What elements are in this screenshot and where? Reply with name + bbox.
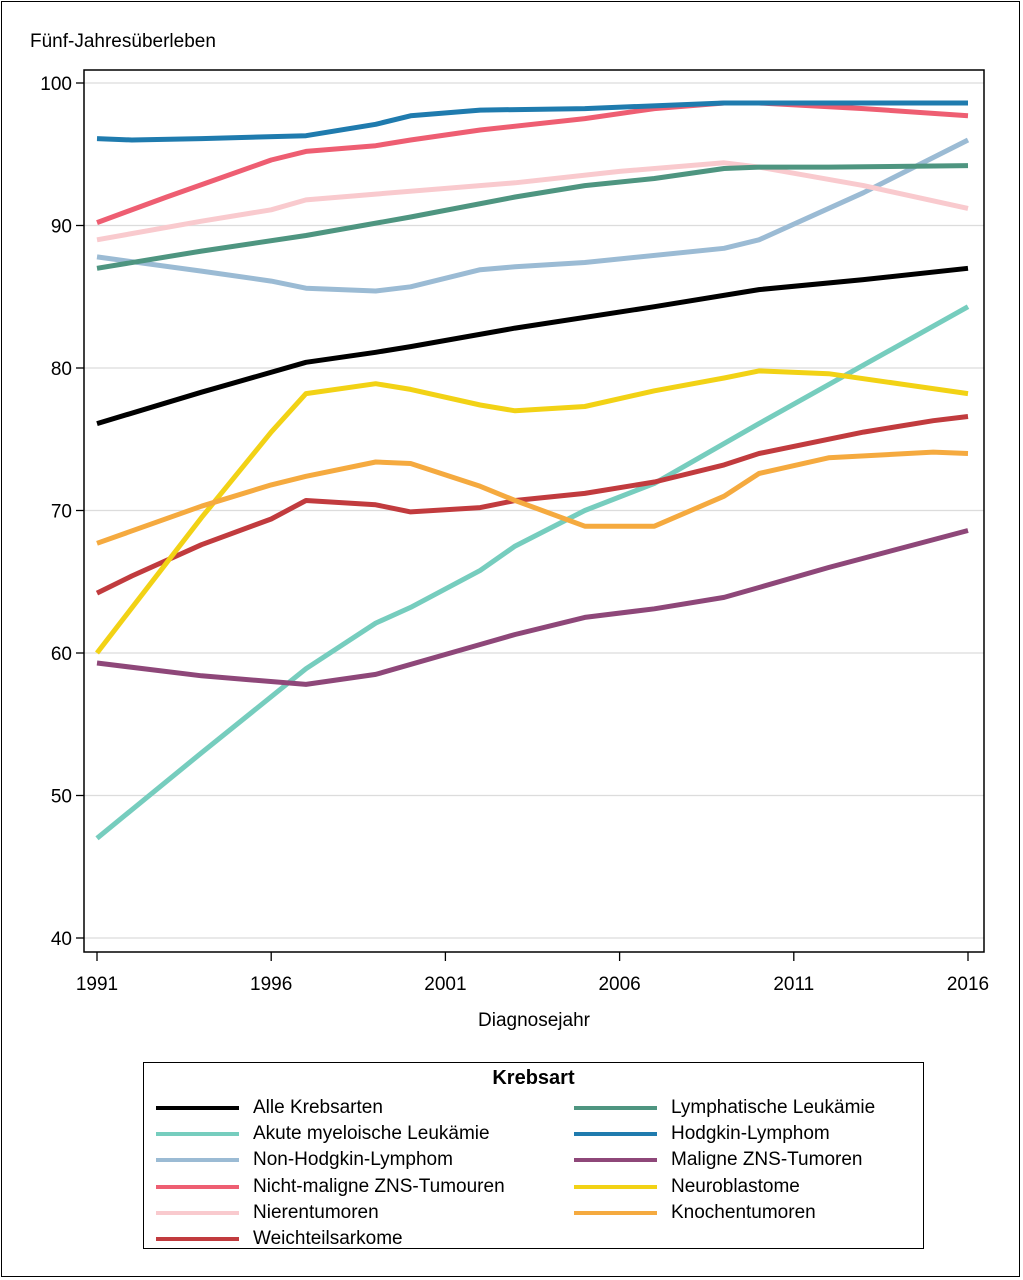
series-line-lymphatische-leukamie <box>96 163 969 271</box>
legend-item: Neuroblastome <box>574 1174 875 1200</box>
legend-item: Akute myeloische Leukämie <box>156 1121 505 1147</box>
series-line-non-hodgkin-lymphom <box>96 137 970 294</box>
legend-line-swatch-icon <box>156 1210 239 1215</box>
gridlines <box>84 82 984 939</box>
legend-column-right: Lymphatische Leukämie Hodgkin-Lymphom Mali… <box>574 1095 875 1226</box>
y-tick-label: 90 <box>51 217 72 238</box>
legend: Krebsart Alle Krebsarten Akute myeloische… <box>143 1062 924 1249</box>
legend-item: Hodgkin-Lymphom <box>574 1121 875 1147</box>
legend-line-swatch-icon <box>574 1184 657 1189</box>
y-tick-label: 50 <box>51 787 72 808</box>
legend-label: Alle Krebsarten <box>253 1097 383 1119</box>
x-tick-label: 2016 <box>947 974 989 995</box>
legend-label: Nierentumoren <box>253 1201 379 1223</box>
legend-line-swatch-icon <box>574 1158 657 1163</box>
x-tick-label: 2006 <box>598 974 640 995</box>
legend-label: Hodgkin-Lymphom <box>671 1123 830 1145</box>
y-tick-label: 40 <box>51 929 72 950</box>
legend-label: Non-Hodgkin-Lymphom <box>253 1149 453 1171</box>
y-tick-label: 100 <box>40 74 72 95</box>
series-line-weichteilsarkome <box>95 414 969 596</box>
legend-label: Knochentumoren <box>671 1201 816 1223</box>
legend-label: Neuroblastome <box>671 1175 800 1197</box>
y-tick-label: 70 <box>51 502 72 523</box>
legend-item: Maligne ZNS-Tumoren <box>574 1147 875 1173</box>
series-line-alle-krebsarten <box>96 265 969 426</box>
x-tick-label: 1996 <box>250 974 292 995</box>
legend-line-swatch-icon <box>574 1210 657 1215</box>
legend-label: Maligne ZNS-Tumoren <box>671 1149 863 1171</box>
legend-item: Knochentumoren <box>574 1200 875 1226</box>
legend-label: Nicht-maligne ZNS-Tumouren <box>253 1175 505 1197</box>
legend-item: Nicht-maligne ZNS-Tumouren <box>156 1174 505 1200</box>
x-axis-title: Diagnosejahr <box>478 1010 590 1031</box>
series-line-neuroblastome <box>95 368 969 655</box>
legend-label: Akute myeloische Leukämie <box>253 1123 490 1145</box>
legend-line-swatch-icon <box>156 1132 239 1137</box>
legend-line-swatch-icon <box>574 1106 657 1111</box>
legend-label: Weichteilsarkome <box>253 1228 403 1250</box>
series-line-maligne-zns-tumoren <box>96 528 969 687</box>
series-line-nierentumoren <box>96 160 969 243</box>
x-axis: 1991 1996 2001 2006 2011 2016 <box>76 952 989 995</box>
y-tick-label: 80 <box>51 359 72 380</box>
legend-column-left: Alle Krebsarten Akute myeloische Leukämie… <box>156 1095 505 1252</box>
legend-line-swatch-icon <box>156 1184 239 1189</box>
legend-line-swatch-icon <box>156 1106 239 1111</box>
x-tick-label: 1991 <box>76 974 118 995</box>
legend-item: Weichteilsarkome <box>156 1226 505 1252</box>
x-tick-label: 2001 <box>424 974 466 995</box>
legend-line-swatch-icon <box>156 1158 239 1163</box>
y-tick-label: 60 <box>51 644 72 665</box>
series-line-knochentumoren <box>96 449 969 546</box>
legend-label: Lymphatische Leukämie <box>671 1097 876 1119</box>
x-tick-label: 2011 <box>773 974 814 995</box>
series-line-hodgkin-lymphom <box>96 100 968 143</box>
legend-item: Lymphatische Leukämie <box>574 1095 875 1121</box>
series-line-akute-myeloische-leukamie <box>95 304 970 841</box>
legend-line-swatch-icon <box>156 1237 239 1242</box>
legend-item: Non-Hodgkin-Lymphom <box>156 1147 505 1173</box>
y-axis-title: Fünf-Jahresüberleben <box>30 31 216 52</box>
y-axis: 40 50 60 70 80 90 100 <box>40 74 84 950</box>
legend-line-swatch-icon <box>574 1132 657 1137</box>
series-lines <box>95 100 970 841</box>
legend-item: Nierentumoren <box>156 1200 505 1226</box>
legend-item: Alle Krebsarten <box>156 1095 505 1121</box>
legend-title: Krebsart <box>492 1067 575 1089</box>
